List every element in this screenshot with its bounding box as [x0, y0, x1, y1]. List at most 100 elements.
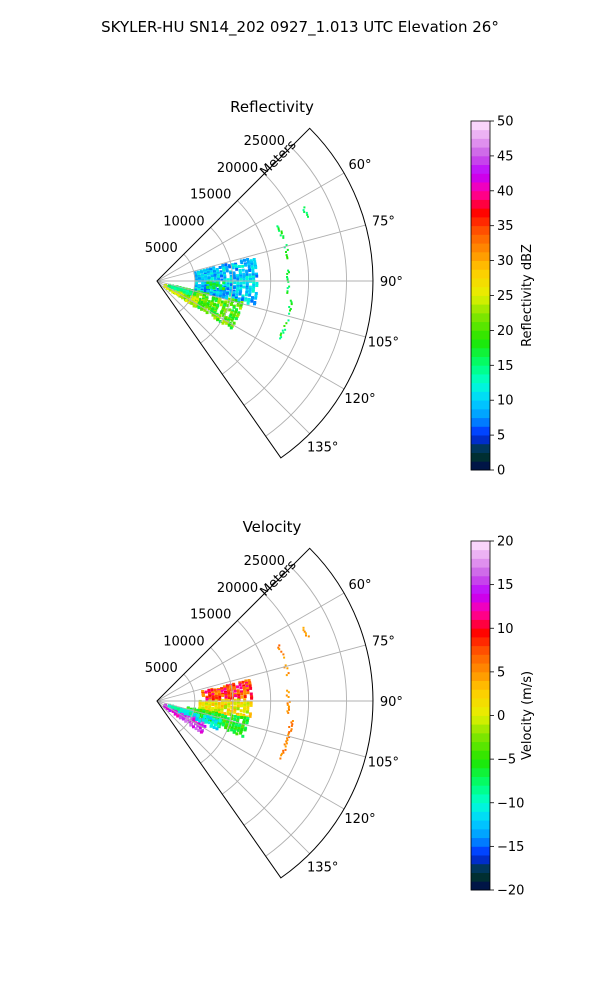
data-cell	[227, 694, 231, 698]
data-cell	[194, 275, 198, 279]
data-cell	[213, 316, 217, 320]
colorbar-segment	[471, 724, 490, 734]
data-cell	[225, 269, 229, 273]
data-cell	[249, 703, 253, 707]
data-cell	[245, 286, 249, 290]
data-cell	[215, 281, 219, 285]
data-cell	[206, 268, 209, 272]
colorbar-tick-label: 0	[497, 709, 505, 724]
data-cell	[227, 699, 231, 702]
data-cell	[192, 718, 196, 722]
azimuth-spoke	[156, 280, 311, 435]
data-cell	[221, 694, 225, 697]
data-cell	[249, 692, 253, 696]
data-cell	[236, 707, 240, 711]
data-cell	[211, 696, 215, 699]
data-cell	[235, 293, 239, 297]
data-cell	[168, 709, 172, 712]
data-cell	[214, 701, 218, 705]
colorbar-segment	[471, 278, 490, 288]
colorbar-segment	[471, 628, 490, 638]
data-cell	[165, 707, 169, 711]
data-cell	[213, 688, 217, 692]
data-cell	[285, 254, 288, 257]
data-cell	[253, 262, 257, 266]
data-cell	[206, 715, 210, 719]
data-cell	[302, 209, 305, 212]
data-cell	[253, 302, 256, 306]
colorbar-tick-label: 45	[497, 149, 514, 164]
data-cell	[227, 704, 231, 708]
data-cell	[198, 705, 202, 709]
data-cell	[224, 692, 228, 695]
colorbar-segment	[471, 881, 490, 891]
data-cell	[181, 717, 185, 721]
colorbar-segment	[471, 767, 490, 777]
data-cell	[192, 304, 196, 308]
data-cell	[229, 281, 233, 285]
data-cell	[173, 287, 177, 291]
data-cell	[240, 728, 244, 732]
colorbar-tick-label: 10	[497, 622, 514, 637]
data-cell	[196, 714, 200, 718]
data-cell	[282, 751, 285, 754]
range-ring	[265, 566, 347, 857]
data-cell	[287, 691, 290, 694]
range-ring	[221, 200, 272, 375]
data-cell	[243, 707, 246, 711]
data-cell	[246, 704, 250, 708]
data-cell	[190, 301, 194, 305]
data-cell	[252, 277, 256, 281]
colorbar-segment	[471, 706, 490, 716]
data-cell	[171, 709, 175, 713]
data-cell	[242, 718, 246, 722]
azimuth-tick-label: 90°	[380, 695, 403, 710]
data-cell	[209, 285, 213, 289]
colorbar-segment	[471, 400, 490, 410]
data-cell	[206, 292, 210, 296]
data-cell	[219, 270, 223, 274]
colorbar-segment	[471, 347, 490, 357]
data-cell	[234, 266, 238, 269]
data-cell	[222, 320, 226, 323]
data-cell	[245, 293, 248, 297]
data-cell	[207, 721, 211, 725]
data-cell	[239, 278, 243, 282]
data-cell	[232, 289, 236, 293]
data-cell	[250, 260, 253, 264]
data-cell	[241, 725, 244, 729]
data-cell	[239, 304, 243, 308]
data-cell	[227, 300, 231, 304]
range-tick-label: 15000	[190, 608, 231, 623]
data-cell	[280, 754, 283, 757]
data-cell	[283, 325, 286, 327]
data-cell	[245, 719, 249, 723]
colorbar-tick-label: 20	[497, 535, 514, 550]
range-ring	[221, 620, 272, 795]
data-cell	[287, 696, 290, 698]
colorbar-segment	[471, 715, 490, 725]
colorbar-segment	[471, 549, 490, 559]
data-cell	[174, 291, 178, 295]
data-cell	[204, 287, 207, 291]
data-cell	[191, 719, 195, 723]
data-cell	[231, 263, 234, 267]
azimuth-tick-label: 135°	[307, 441, 338, 456]
data-cell	[245, 281, 249, 285]
data-cell	[216, 724, 220, 728]
data-cell	[252, 275, 255, 279]
data-cell	[242, 720, 246, 724]
data-cell	[240, 261, 244, 264]
data-cell	[209, 719, 213, 723]
colorbar-tick-label: 50	[497, 115, 514, 130]
data-cell	[228, 297, 232, 301]
azimuth-spoke	[156, 280, 345, 390]
data-cell	[230, 318, 234, 322]
azimuth-spoke	[156, 644, 366, 702]
figure-title: SKYLER-HU SN14_202 0927_1.013 UTC Elevat…	[101, 18, 499, 37]
data-cell	[288, 306, 291, 308]
range-tick-label: 10000	[163, 634, 204, 649]
data-cell	[236, 284, 240, 288]
data-cell	[290, 729, 293, 732]
data-cell	[218, 719, 222, 723]
